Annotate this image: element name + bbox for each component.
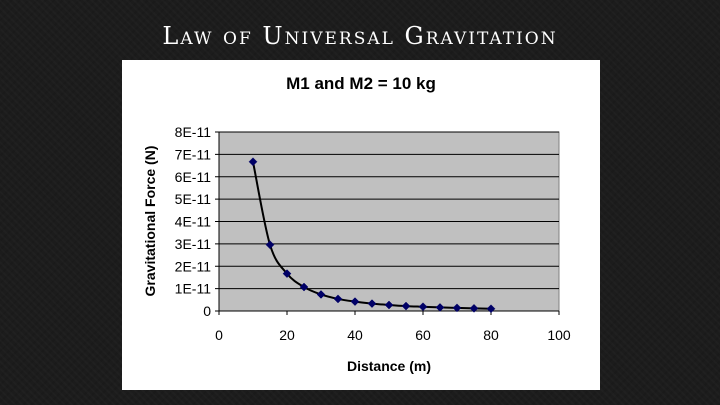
data-point — [469, 303, 479, 313]
x-tick-label: 40 — [347, 327, 363, 343]
y-tick-label: 1E-11 — [175, 281, 212, 297]
y-tick-label: 5E-11 — [175, 191, 212, 207]
chart-panel: M1 and M2 = 10 kg 0 1E-11 2E-11 3E-11 4E-11 5… — [122, 60, 600, 390]
data-point — [486, 304, 496, 314]
data-point — [299, 282, 309, 292]
data-point — [401, 301, 411, 311]
chart-title: M1 and M2 = 10 kg — [286, 74, 436, 93]
x-tick-label: 80 — [483, 327, 499, 343]
x-tick-label: 60 — [415, 327, 431, 343]
y-tick-label: 2E-11 — [175, 258, 212, 274]
y-tick-label: 8E-11 — [175, 124, 212, 140]
slide-title: Law of Universal Gravitation — [162, 22, 558, 50]
x-tick-label: 0 — [215, 327, 223, 343]
x-tick-label: 100 — [547, 327, 571, 343]
data-markers — [248, 157, 496, 314]
data-point — [367, 299, 377, 308]
y-axis-ticks: 0 1E-11 2E-11 3E-11 4E-11 5E-11 6E-11 7E-11 8E-1… — [175, 124, 220, 319]
y-tick-label: 6E-11 — [175, 169, 212, 185]
data-point — [333, 294, 343, 304]
y-tick-label: 4E-11 — [175, 214, 212, 230]
data-point — [350, 297, 360, 306]
y-axis-label: Gravitational Force (N) — [142, 146, 158, 297]
grid-lines — [219, 131, 559, 290]
x-axis-label: Distance (m) — [347, 358, 431, 374]
data-point — [248, 157, 258, 167]
data-point — [384, 300, 394, 310]
y-tick-label: 0 — [203, 303, 211, 319]
data-point — [452, 303, 462, 313]
y-tick-label: 3E-11 — [175, 236, 212, 252]
y-tick-label: 7E-11 — [175, 146, 212, 162]
data-point — [316, 290, 326, 299]
x-tick-label: 20 — [279, 327, 295, 343]
data-point — [282, 269, 292, 278]
data-point — [265, 240, 275, 250]
data-point — [418, 302, 428, 312]
x-axis-ticks: 0 20 40 60 80 100 — [215, 310, 571, 343]
data-point — [435, 303, 445, 312]
gravity-chart: M1 and M2 = 10 kg 0 1E-11 2E-11 3E-11 4E-11 5… — [142, 74, 571, 374]
